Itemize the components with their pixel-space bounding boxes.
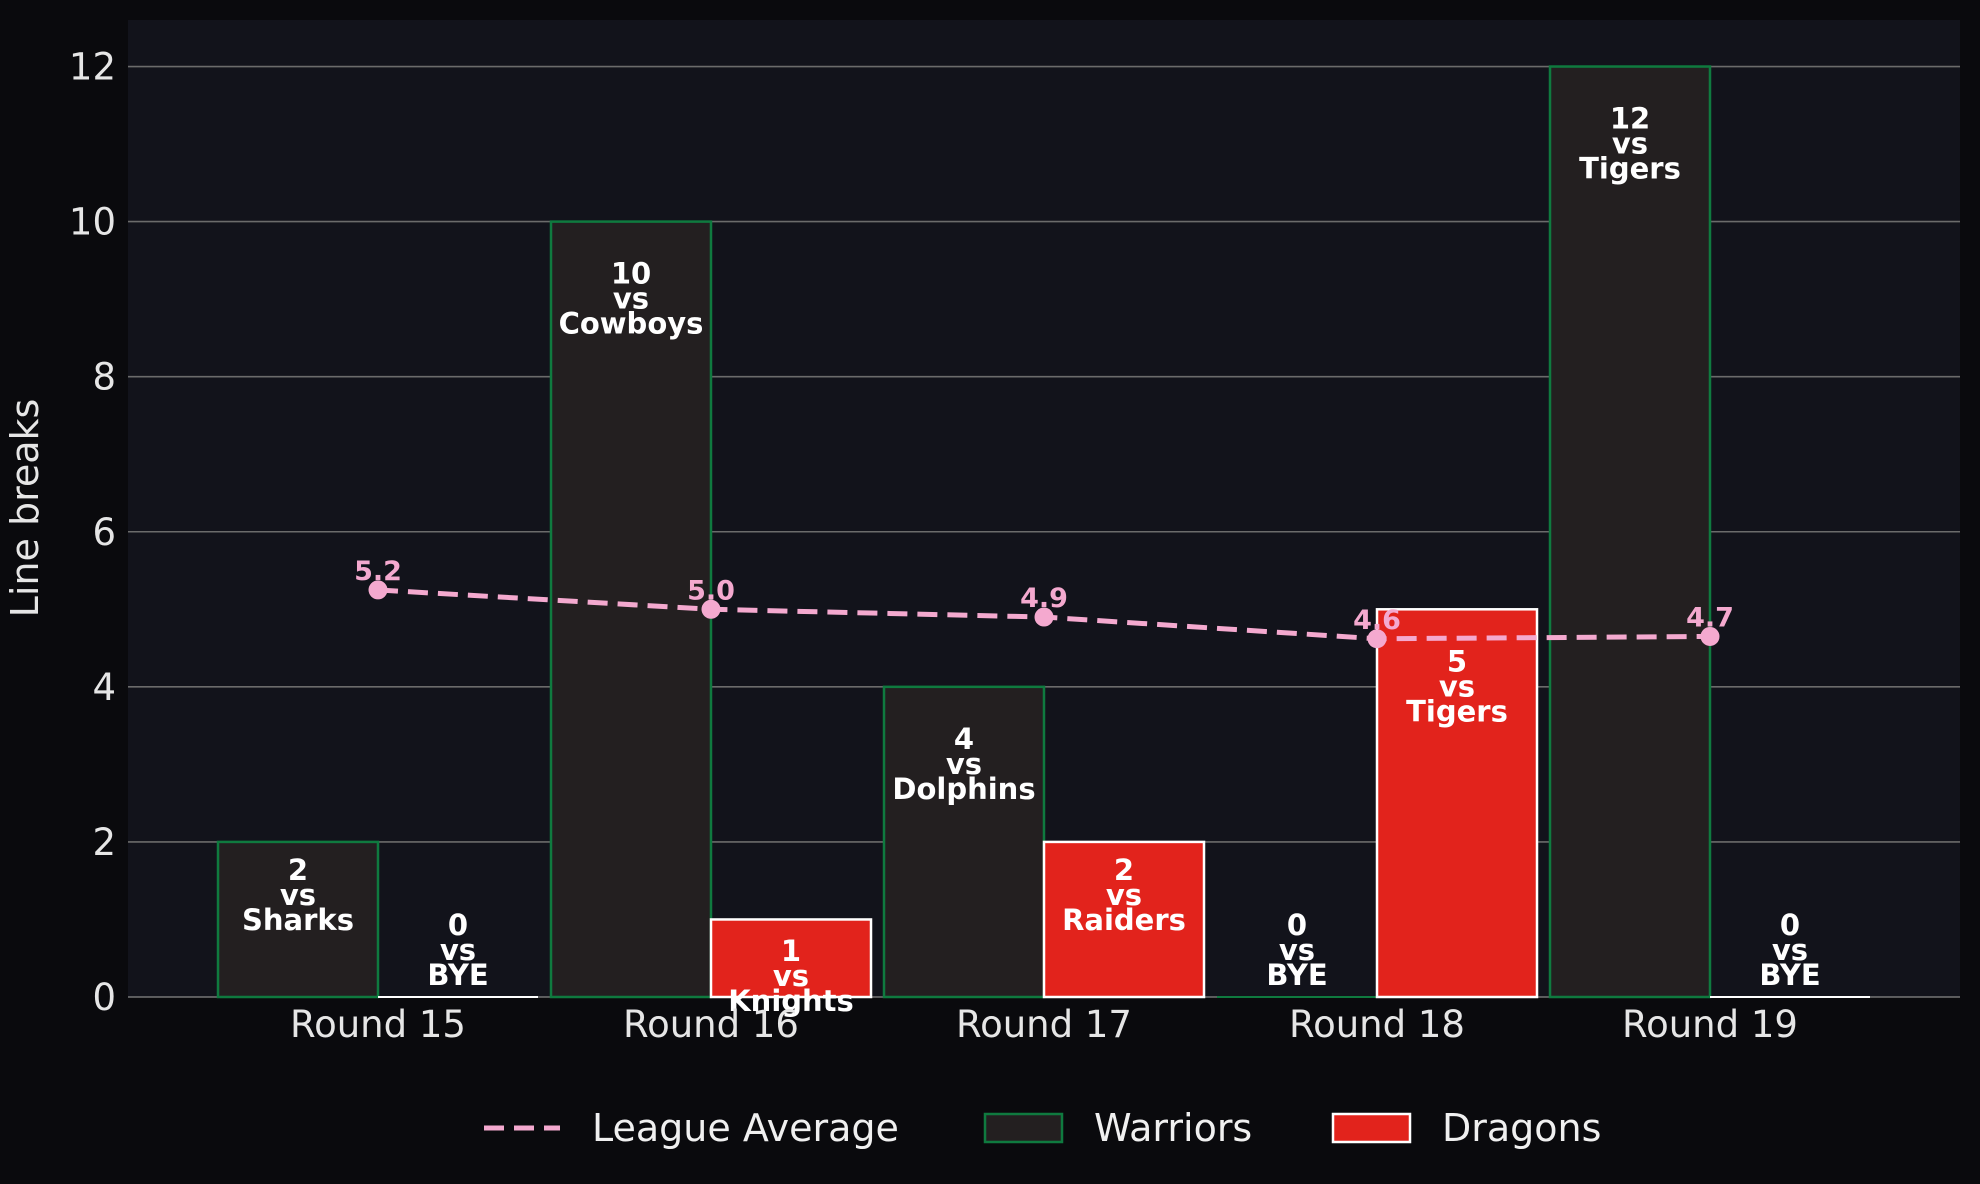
league-average-point: [1700, 626, 1720, 646]
league-average-value-label: 4.9: [1020, 583, 1068, 614]
league-average-point: [1367, 629, 1387, 649]
bar-data-label: vs: [280, 878, 316, 912]
dragons-bar: [1042, 840, 1206, 999]
league-average-point: [368, 580, 388, 600]
x-tick-label: Round 15: [290, 1003, 466, 1046]
bar-data-label: vs: [946, 747, 982, 781]
bar-data-label: vs: [1279, 933, 1315, 967]
bar-data-label: vs: [1439, 669, 1475, 703]
league-average-value-label: 5.0: [687, 575, 735, 606]
bar-data-label: 0: [1287, 908, 1307, 942]
y-tick-label: 0: [92, 976, 116, 1019]
warriors-bar: [216, 840, 380, 999]
dragons-bar: [709, 918, 873, 999]
bar-data-label: 1: [781, 934, 801, 968]
x-tick-label: Round 16: [623, 1003, 799, 1046]
bar-data-label: vs: [440, 933, 476, 967]
bar-data-label: 0: [448, 908, 468, 942]
x-tick-label: Round 17: [956, 1003, 1132, 1046]
bar-data-label: Dolphins: [892, 772, 1035, 806]
x-axis-ticks: Round 15 Round 16 Round 17 Round 18 Round 19: [290, 1003, 1798, 1046]
legend-swatch-dragons: [1331, 1112, 1412, 1144]
bar-data-label: BYE: [1759, 958, 1820, 992]
y-tick-label: 2: [92, 821, 116, 864]
league-average-point: [1034, 607, 1054, 627]
bar-data-label: 5: [1447, 644, 1467, 678]
bar-data-label: 0: [1780, 908, 1800, 942]
y-tick-label: 4: [92, 666, 116, 709]
bar-data-label: 2: [1114, 853, 1134, 887]
bar-data-label: vs: [1772, 933, 1808, 967]
bar-data-label: 2: [288, 853, 308, 887]
y-tick-label: 10: [69, 201, 116, 244]
league-average-value-label: 5.2: [354, 556, 402, 587]
legend: League Average Warriors Dragons: [484, 1106, 1601, 1150]
legend-label-league-average: League Average: [592, 1106, 899, 1150]
league-average-value-label: 4.6: [1353, 605, 1401, 636]
bar-data-label: 12: [1610, 102, 1650, 136]
bar-data-label: Cowboys: [559, 307, 704, 341]
bar-data-label: 10: [611, 257, 651, 291]
x-tick-label: Round 18: [1289, 1003, 1465, 1046]
league-average-value-label: 4.7: [1686, 602, 1734, 633]
legend-label-dragons: Dragons: [1442, 1106, 1601, 1150]
y-axis-ticks: 0 2 4 6 8 10 12: [69, 46, 116, 1019]
league-average-point: [701, 599, 721, 619]
bar-data-label: Tigers: [1579, 152, 1681, 186]
bar-data-label: vs: [613, 282, 649, 316]
bar-data-label: 4: [954, 722, 974, 756]
bar-data-label: Knights: [728, 984, 854, 1018]
dragons-bar: [1375, 608, 1539, 999]
bar-data-label: vs: [1106, 878, 1142, 912]
bar-data-label: Tigers: [1406, 694, 1508, 728]
x-tick-label: Round 19: [1622, 1003, 1798, 1046]
bar-data-label: vs: [773, 959, 809, 993]
legend-label-warriors: Warriors: [1094, 1106, 1252, 1150]
y-axis-label: Line breaks: [3, 399, 47, 618]
legend-swatch-warriors: [983, 1112, 1064, 1144]
bar-data-label: BYE: [427, 958, 488, 992]
bar-data-label: Sharks: [242, 903, 354, 937]
bar-data-label: BYE: [1266, 958, 1327, 992]
bar-data-label: vs: [1612, 127, 1648, 161]
y-tick-label: 8: [92, 356, 116, 399]
warriors-bar: [1548, 65, 1712, 999]
y-tick-label: 12: [69, 46, 116, 89]
bar-data-label: Raiders: [1062, 903, 1186, 937]
y-tick-label: 6: [92, 511, 116, 554]
league-average-line: 5.2 5.0 4.9 4.6 4.7: [354, 556, 1734, 649]
